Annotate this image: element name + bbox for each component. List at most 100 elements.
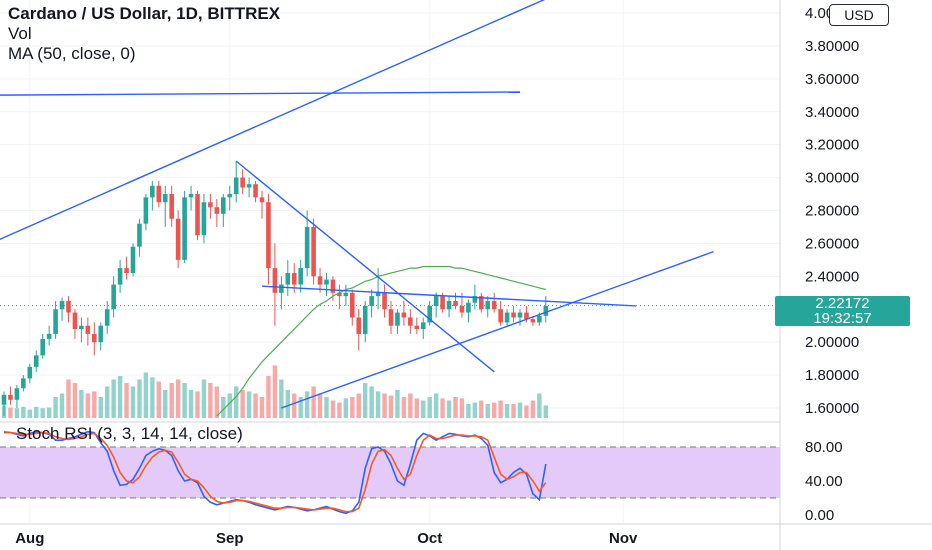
- volume-bar: [304, 391, 310, 418]
- candle-body: [150, 185, 155, 198]
- candle-body: [156, 185, 162, 203]
- volume-bar: [543, 405, 548, 418]
- candle-body: [124, 268, 129, 274]
- candle-body: [446, 301, 452, 310]
- candle-body: [337, 292, 342, 297]
- volume-bar: [66, 379, 71, 418]
- volume-bar: [72, 383, 78, 418]
- volume-bar: [330, 400, 336, 418]
- candle-body: [459, 305, 465, 313]
- volume-bar: [53, 397, 58, 418]
- candle-body: [195, 194, 200, 236]
- volume-bar: [356, 393, 361, 418]
- volume-bar: [40, 408, 45, 418]
- candle-body: [169, 194, 174, 219]
- candle-body: [524, 312, 529, 320]
- price-tick-label: 3.60000: [805, 71, 859, 88]
- volume-bar: [298, 397, 303, 418]
- volume-bar: [414, 398, 419, 418]
- candle-body: [59, 301, 65, 310]
- candle-body: [227, 194, 233, 198]
- volume-bar: [130, 386, 136, 418]
- volume-bar: [240, 390, 245, 418]
- volume-bar: [324, 397, 329, 418]
- volume-bar: [453, 397, 458, 418]
- price-tick-label: 1.80000: [805, 367, 859, 384]
- candle-body: [40, 338, 45, 356]
- candle-body: [427, 305, 432, 323]
- ma-50-line: [216, 265, 546, 417]
- volume-bar: [369, 386, 374, 418]
- candle-body: [485, 301, 491, 310]
- candle-body: [479, 296, 484, 310]
- candle-body: [433, 296, 439, 306]
- volume-bar: [79, 390, 84, 418]
- volume-bar: [311, 386, 316, 418]
- time-tick-label: Oct: [417, 530, 442, 547]
- candle-body: [537, 315, 542, 323]
- volume-bar: [46, 407, 52, 418]
- volume-bar: [169, 383, 174, 418]
- candle-body: [143, 197, 149, 224]
- candle-body: [79, 325, 84, 329]
- trendline: [235, 160, 495, 373]
- volume-bar: [85, 393, 91, 418]
- candle-body: [504, 312, 510, 323]
- candle-body: [214, 207, 220, 214]
- volume-bar: [105, 386, 110, 418]
- volume-bar: [253, 393, 258, 418]
- candle-body: [472, 296, 478, 303]
- volume-bar: [440, 398, 445, 418]
- candle-body: [98, 325, 104, 343]
- volume-bar: [117, 376, 123, 418]
- volume-bar: [446, 400, 452, 418]
- candle-body: [130, 246, 136, 274]
- volume-bar: [388, 395, 394, 418]
- candle-body: [343, 292, 349, 297]
- bar-countdown: 19:32:57: [813, 310, 872, 327]
- volume-bar: [343, 398, 349, 418]
- candle-body: [279, 284, 284, 293]
- price-tick-label: 3.80000: [805, 38, 859, 55]
- candle-body: [137, 223, 142, 247]
- volume-bar: [188, 390, 194, 418]
- candle-body: [246, 184, 252, 188]
- candle-body: [350, 292, 355, 318]
- volume-bar: [234, 386, 239, 418]
- candle-body: [175, 218, 181, 260]
- stoch-rsi-legend[interactable]: Stoch RSI (3, 3, 14, 14, close): [16, 424, 243, 443]
- candle-body: [401, 312, 407, 318]
- volume-bar: [472, 402, 478, 418]
- candle-body: [466, 302, 471, 313]
- time-tick-label: Aug: [15, 530, 44, 547]
- candle-body: [8, 394, 13, 400]
- ma-legend[interactable]: MA (50, close, 0): [8, 44, 136, 63]
- volume-bar: [156, 381, 161, 418]
- candle-body: [511, 312, 516, 318]
- currency-button[interactable]: USD: [829, 4, 889, 26]
- volume-bar: [175, 379, 181, 418]
- volume-bar: [395, 390, 400, 418]
- volume-bar: [279, 379, 284, 418]
- symbol-title[interactable]: Cardano / US Dollar, 1D, BITTREX: [8, 4, 281, 23]
- volume-bar: [246, 391, 252, 418]
- ma-layer: [216, 265, 546, 417]
- volume-legend[interactable]: Vol: [8, 24, 32, 43]
- candle-body: [92, 333, 97, 343]
- volume-bar: [27, 409, 32, 418]
- trend-layer[interactable]: [0, 0, 780, 409]
- volume-bar: [111, 379, 116, 418]
- candle-body: [491, 301, 497, 310]
- trendline: [281, 250, 714, 409]
- volume-bar: [59, 393, 65, 418]
- candle-body: [201, 202, 207, 236]
- candle-body: [408, 317, 413, 326]
- volume-bar: [259, 397, 265, 418]
- volume-bar: [350, 397, 355, 418]
- candle-body: [104, 309, 110, 326]
- candle-body: [388, 309, 394, 326]
- candle-body: [285, 273, 291, 285]
- candle-body: [304, 226, 310, 269]
- candle-body: [382, 292, 387, 310]
